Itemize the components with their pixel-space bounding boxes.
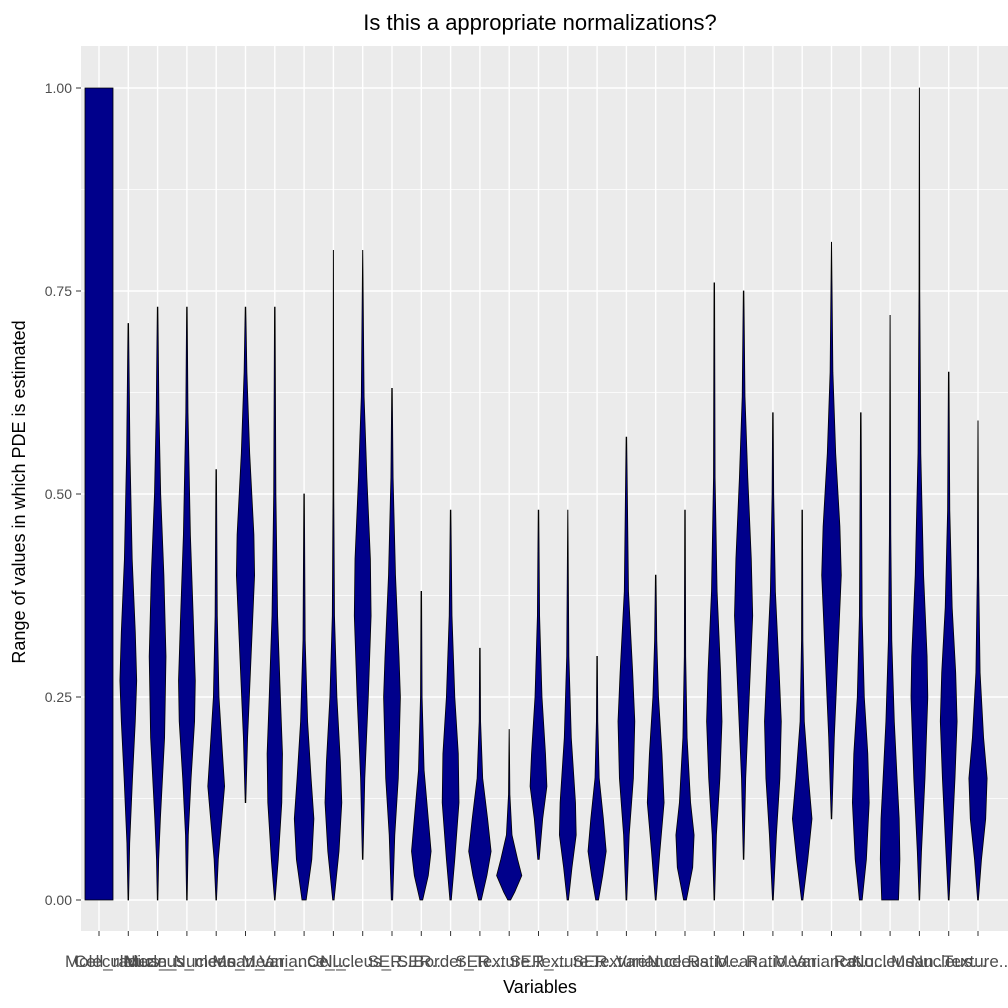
violin-27 [879,315,901,901]
violin-16 [558,509,577,901]
x-tick-label: Ratio... [746,952,800,971]
x-tick-label: Nucleus... [852,952,928,971]
x-tick-label: Molecule [65,952,133,971]
y-axis-title: Range of values in which PDE is estimate… [9,320,29,663]
x-tick-label: Nucleus_... [174,952,259,971]
y-tick-label: 1.00 [45,80,72,96]
x-tick-label: Nucleus_... [320,952,405,971]
x-tick-label: Texture... [943,952,1008,971]
violin-7 [293,493,315,901]
violin-0 [84,87,114,901]
x-tick-label: Mean... [715,952,772,971]
x-tick-label: Texture... [474,952,544,971]
violin-15 [529,509,548,860]
x-tick-label: Texture... [591,952,661,971]
y-tick-label: 0.75 [45,283,72,299]
violin-17 [587,656,607,901]
violin-4 [207,469,226,901]
violin-9 [353,250,372,860]
violins [84,87,988,901]
violin-5 [235,306,256,803]
violin-24 [791,509,813,901]
x-tick-label: Mean_... [212,952,278,971]
x-tick-label: Cell_radius_... [74,952,183,971]
x-tick-label: Nucleus_mean... [123,952,251,971]
violin-21 [706,282,723,901]
violin-8 [324,250,343,901]
x-tick-label: Border_... [413,952,488,971]
x-tick-label: Ratio... [834,952,888,971]
x-tick-label: SER... [455,952,504,971]
x-axis: MoleculeCell_radius_...Mean_...Nucleus_m… [65,931,1008,971]
violin-25 [821,241,842,820]
violin-26 [851,412,870,901]
x-tick-label: SER... [573,952,622,971]
x-tick-label: SER_... [509,952,568,971]
violin-18 [617,436,636,901]
x-tick-label: Cell_... [307,952,360,971]
violin-28 [910,87,929,901]
y-tick-label: 0.50 [45,486,72,502]
violin-19 [646,574,665,901]
x-tick-label: Mean_... [125,952,191,971]
x-tick-label: Mean... [891,952,948,971]
violin-29 [939,371,958,901]
x-tick-label: Mean_... [242,952,308,971]
violin-11 [411,591,432,901]
violin-1 [119,323,138,901]
chart-title: Is this a appropriate normalizations? [363,10,716,35]
y-axis: 0.00 0.25 0.50 0.75 1.00 [45,80,81,908]
violin-12 [441,509,460,901]
x-tick-label: Ratio... [687,952,741,971]
violin-30 [968,420,988,901]
violin-14 [496,729,523,901]
x-tick-label: SER... [367,952,416,971]
x-tick-label: Nucleus... [911,952,987,971]
violin-10 [383,388,401,901]
x-tick-label: Mean... [774,952,831,971]
violin-23 [764,412,782,901]
violin-3 [178,306,196,901]
violin-20 [675,509,695,901]
x-tick-label: Texture... [533,952,603,971]
violin-2 [148,306,167,901]
x-tick-label: SER... [397,952,446,971]
y-tick-label: 0.00 [45,892,72,908]
x-tick-label: Nucleus... [647,952,723,971]
y-tick-label: 0.25 [45,689,72,705]
x-axis-title: Variables [503,977,577,997]
violin-22 [734,290,754,860]
x-tick-label: Variance_... [259,952,348,971]
x-tick-label: Variance... [791,952,871,971]
violin-6 [266,306,283,901]
violin-13 [468,647,492,901]
x-tick-label: Variance... [616,952,696,971]
